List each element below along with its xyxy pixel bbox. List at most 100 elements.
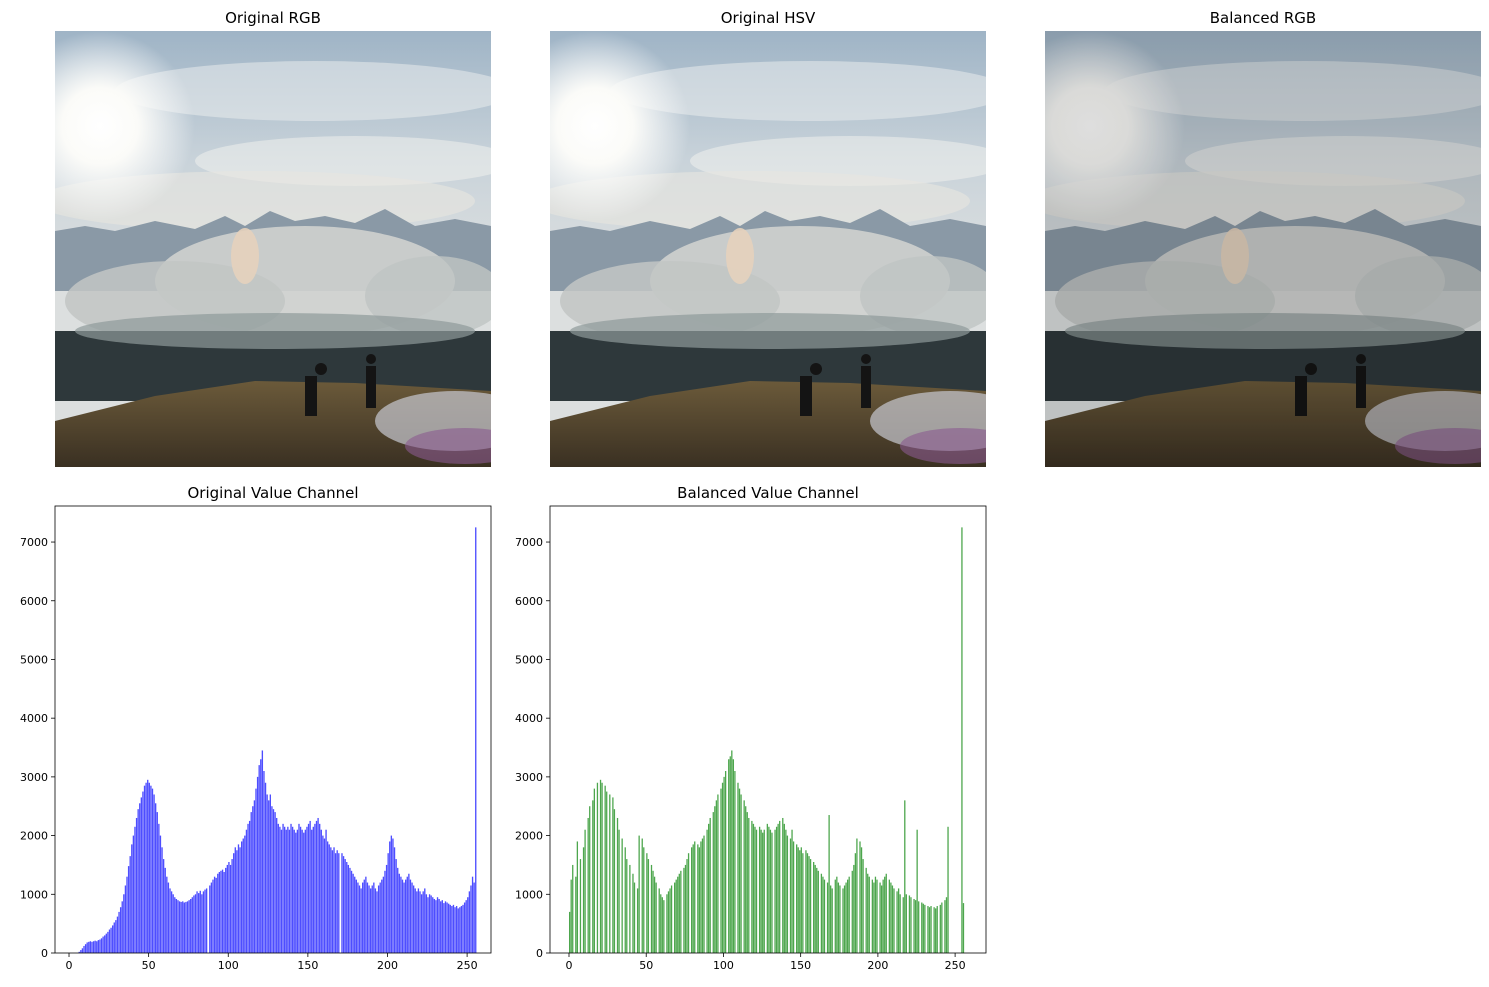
hist-bar (890, 882, 892, 953)
hist-bar (802, 853, 804, 953)
y-tick-label: 7000 (20, 536, 48, 549)
hist-bar (592, 800, 594, 953)
image (55, 31, 491, 467)
hist-bar (320, 829, 322, 953)
hist-bar (403, 882, 405, 953)
hist-bar (237, 844, 240, 953)
hist-bar (274, 812, 276, 953)
hist-bar (905, 894, 907, 953)
hist-bar (325, 829, 327, 953)
hist-bar (183, 902, 186, 953)
hist-bar (646, 853, 648, 953)
hist-bar (884, 876, 886, 953)
image-shade (1045, 31, 1481, 467)
x-tick-label: 150 (790, 959, 811, 972)
hist-bar (848, 876, 850, 953)
hist-bar (156, 812, 158, 953)
hist-bar (326, 841, 329, 953)
hist-bar (775, 826, 778, 953)
x-tick-label: 50 (142, 959, 156, 972)
hist-bar (470, 885, 472, 953)
hist-bar (86, 942, 88, 953)
hist-bar (225, 867, 227, 953)
hist-bar (452, 904, 455, 953)
hist-bar (454, 907, 456, 953)
hist-bar (930, 906, 932, 953)
hist-bar (240, 841, 243, 953)
hist-bar (202, 891, 205, 953)
hist-bar (830, 885, 832, 953)
hist-bar (210, 882, 213, 953)
hist-bar (797, 847, 799, 953)
hist-bar (701, 838, 704, 953)
hist-bar (293, 829, 295, 953)
hist-bar (760, 829, 762, 953)
hist-bar (397, 867, 399, 953)
hist-bar (799, 850, 801, 953)
hist-bar (947, 826, 949, 953)
hist-bar (119, 907, 122, 953)
hist-bar (100, 938, 103, 953)
hist-bar (223, 871, 225, 953)
hist-bar (475, 527, 477, 953)
hist-bar (667, 891, 670, 953)
hist-bar (368, 885, 370, 953)
hist-bar (663, 900, 665, 953)
hist-bar (288, 829, 291, 953)
hist-bar (124, 885, 127, 953)
hist-bar (414, 888, 416, 953)
hist-bar (941, 902, 943, 953)
hist-bar (700, 841, 702, 953)
hist-bar (185, 901, 187, 953)
hist-bar (358, 885, 361, 953)
hist-bar (935, 908, 937, 953)
hist-bar (283, 826, 286, 953)
hist-bar (331, 850, 334, 953)
axes-frame (549, 505, 987, 954)
hist-bar (683, 867, 685, 953)
hist-bar (774, 829, 776, 953)
hist-bar (724, 771, 727, 953)
y-tick-label: 0 (536, 947, 543, 960)
hist-bar (349, 867, 351, 953)
hist-bar (768, 826, 770, 953)
hist-bar (178, 901, 181, 953)
hist-bar (229, 864, 232, 953)
hist-bar (379, 882, 381, 953)
hist-bar (236, 850, 238, 953)
hist-bar (732, 759, 735, 953)
hist-bar (334, 853, 337, 953)
hist-bar (817, 870, 819, 953)
hist-bar (204, 889, 206, 953)
hist-bar (164, 867, 166, 953)
hist-bar (129, 856, 131, 953)
hist-bar (285, 829, 287, 953)
hist-bar (891, 885, 894, 953)
hist-bar (355, 879, 357, 953)
hist-bar (618, 829, 620, 953)
hist-bar (740, 794, 742, 953)
hist-bar (669, 888, 671, 953)
hist-bar (734, 771, 736, 953)
hist-bar (250, 812, 252, 953)
hist-bar (123, 894, 125, 953)
hist-bar (570, 879, 572, 953)
hist-bar (616, 817, 619, 953)
y-tick-label: 6000 (20, 595, 48, 608)
hist-bar (102, 936, 104, 953)
hist-bar (360, 888, 362, 953)
hist-bar (678, 873, 680, 953)
hist-bar (328, 844, 330, 953)
hist-bar (674, 882, 676, 953)
hist-bar (314, 823, 316, 953)
y-tick-label: 2000 (515, 830, 543, 843)
hist-bar (105, 933, 107, 953)
y-tick-label: 3000 (20, 771, 48, 784)
panel-title: Balanced RGB (1210, 9, 1316, 27)
hist-bar (677, 876, 679, 953)
hist-bar (839, 885, 841, 953)
hist-bar (264, 782, 267, 953)
hist-bar (873, 882, 875, 953)
hist-bar (868, 876, 870, 953)
hist-bar (112, 925, 114, 953)
